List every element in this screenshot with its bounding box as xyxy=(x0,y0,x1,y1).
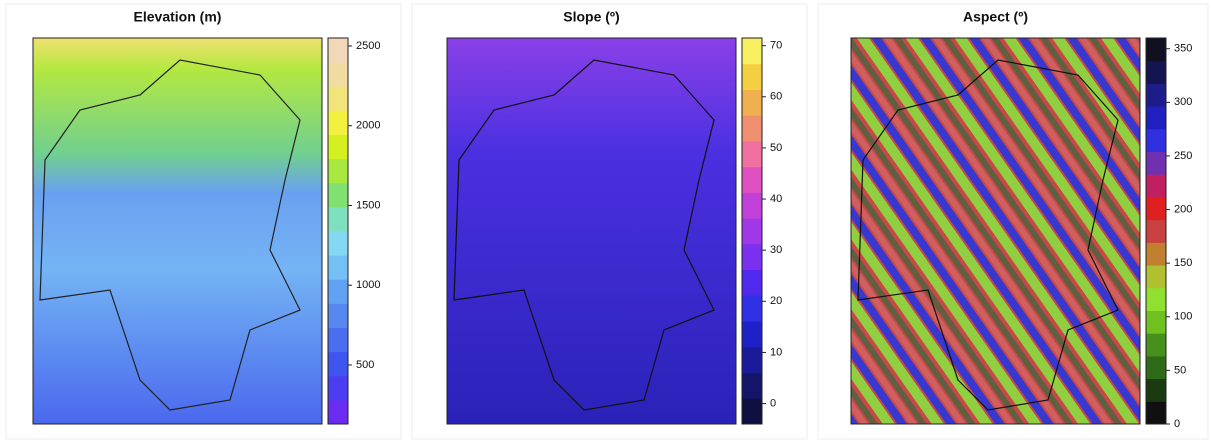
colorbar-frame xyxy=(1145,37,1167,425)
colorbar-band xyxy=(328,38,348,63)
colorbar-band xyxy=(1146,378,1166,402)
colorbar-band xyxy=(328,182,348,208)
colorbar-band xyxy=(742,38,762,65)
colorbar-band xyxy=(1146,60,1166,84)
colorbar-tick-label: 10 xyxy=(770,346,782,358)
colorbar-band xyxy=(742,218,762,245)
colorbar-band xyxy=(1146,355,1166,380)
colorbar-band xyxy=(742,269,762,296)
colorbar-tick-label: 1000 xyxy=(356,279,380,291)
map-title: Aspect (º) xyxy=(963,9,1028,25)
colorbar-band xyxy=(742,346,762,374)
colorbar-band xyxy=(328,110,348,135)
colorbar-band xyxy=(742,243,762,271)
colorbar-frame xyxy=(741,37,763,425)
colorbar-band xyxy=(1146,401,1166,425)
colorbar-band xyxy=(328,134,348,160)
colorbar-band xyxy=(328,399,348,425)
colorbar-band xyxy=(742,89,762,116)
colorbar-band xyxy=(328,303,348,328)
colorbar-tick-label: 500 xyxy=(356,359,374,371)
boundary xyxy=(857,59,1119,411)
colorbar-band xyxy=(1146,151,1166,175)
colorbar-band xyxy=(742,321,762,348)
colorbar-tick-label: 150 xyxy=(1174,257,1192,269)
colorbar-band xyxy=(1146,310,1166,334)
colorbar-band xyxy=(328,279,348,304)
colorbar-band xyxy=(1146,174,1166,198)
colorbar-band xyxy=(1146,219,1166,243)
colorbar-band xyxy=(1146,333,1166,357)
colorbar-band xyxy=(1146,38,1166,62)
colorbar-tick-label: 2500 xyxy=(356,40,380,52)
colorbar-tick-label: 0 xyxy=(770,397,776,409)
boundary xyxy=(39,59,301,411)
colorbar-band xyxy=(742,166,762,193)
colorbar-tick-label: 20 xyxy=(770,295,782,307)
colorbar-band xyxy=(328,206,348,232)
colorbar-band xyxy=(1146,287,1166,311)
map-title: Elevation (m) xyxy=(134,9,222,25)
colorbar-band xyxy=(742,63,762,90)
colorbar-band xyxy=(328,62,348,87)
colorbar-tick-label: 250 xyxy=(1174,150,1192,162)
colorbar-band xyxy=(742,372,762,399)
colorbar-tick-label: 300 xyxy=(1174,96,1192,108)
colorbar-tick-label: 100 xyxy=(1174,311,1192,323)
colorbar-tick-label: 350 xyxy=(1174,43,1192,55)
colorbar-tick-label: 70 xyxy=(770,40,782,52)
colorbar-band xyxy=(328,327,348,353)
colorbar-tick-label: 40 xyxy=(770,193,782,205)
colorbar-band xyxy=(742,192,762,219)
colorbar-band xyxy=(1146,128,1166,153)
colorbar-band xyxy=(1146,106,1166,130)
colorbar-tick-label: 50 xyxy=(770,142,782,154)
colorbar-tick-label: 2000 xyxy=(356,120,380,132)
map-title: Slope (º) xyxy=(563,9,619,25)
colorbar-band xyxy=(328,86,348,111)
colorbar-band xyxy=(328,351,348,377)
colorbar-band xyxy=(328,158,348,184)
colorbar-tick-label: 1500 xyxy=(356,199,380,211)
colorbar-tick-label: 0 xyxy=(1174,418,1180,430)
colorbar-tick-label: 30 xyxy=(770,244,782,256)
colorbar-band xyxy=(742,398,762,425)
colorbar-band xyxy=(742,115,762,142)
colorbar-band xyxy=(1146,265,1166,289)
colorbar-band xyxy=(328,231,348,256)
colorbar-band xyxy=(1146,242,1166,266)
colorbar-band xyxy=(1146,196,1166,221)
colorbar-tick-label: 200 xyxy=(1174,203,1192,215)
colorbar-band xyxy=(328,375,348,401)
colorbar-band xyxy=(1146,83,1166,107)
colorbar-band xyxy=(742,140,762,168)
colorbar-tick-label: 50 xyxy=(1174,364,1186,376)
boundary xyxy=(453,59,715,411)
colorbar-tick-label: 60 xyxy=(770,91,782,103)
colorbar-frame xyxy=(327,37,349,425)
colorbar-band xyxy=(742,295,762,322)
colorbar-band xyxy=(328,255,348,280)
